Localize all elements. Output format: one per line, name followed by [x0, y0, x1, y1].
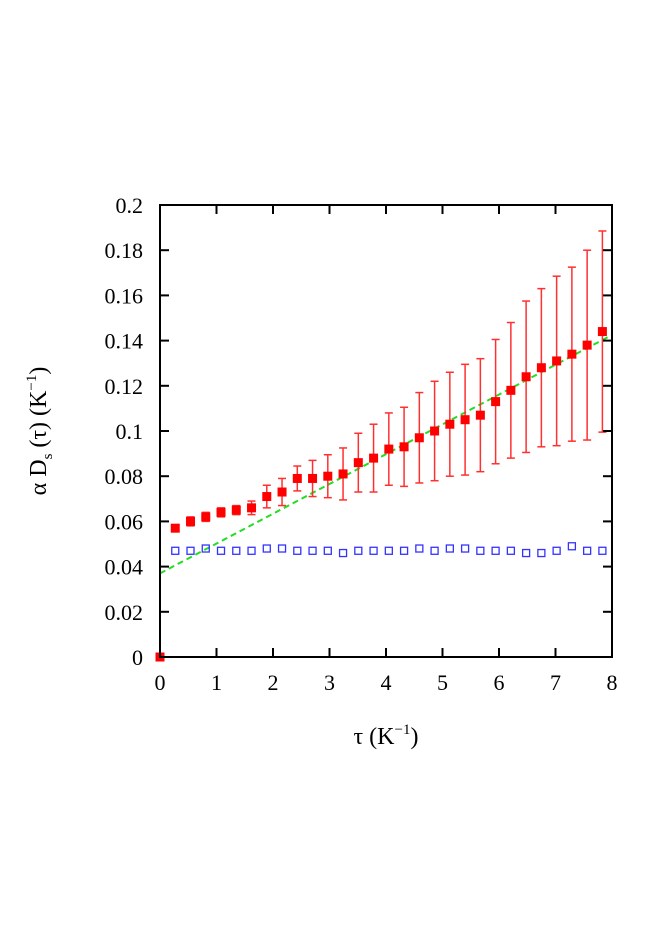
data-point-red	[353, 458, 363, 468]
data-point-blue	[521, 548, 531, 558]
data-point-blue	[171, 546, 180, 555]
data-point-blue	[201, 544, 210, 553]
y-tick-label: 0.18	[105, 238, 144, 263]
data-point-red	[247, 503, 257, 513]
y-tick-label: 0.2	[116, 193, 144, 218]
x-tick-label: 3	[324, 670, 335, 695]
y-tick-label: 0	[132, 645, 143, 670]
data-point-red	[582, 340, 592, 350]
data-point-red	[460, 415, 470, 425]
data-point-red	[445, 419, 455, 429]
data-point-red	[506, 385, 516, 395]
y-tick-label: 0.06	[105, 509, 144, 534]
data-point-red	[521, 372, 531, 382]
data-point-red	[536, 363, 546, 373]
x-axis-label: τ (K−1)	[354, 722, 419, 750]
data-point-blue	[552, 546, 561, 555]
data-point-blue	[308, 546, 317, 555]
data-point-blue	[506, 546, 516, 555]
data-point-red	[399, 442, 409, 452]
data-point-blue	[277, 544, 287, 553]
data-point-red	[323, 471, 333, 481]
y-tick-label: 0.02	[105, 600, 144, 625]
x-tick-label: 2	[268, 670, 279, 695]
data-point-blue	[247, 546, 256, 555]
data-point-red	[277, 487, 287, 497]
data-point-red	[308, 473, 318, 483]
data-point-red	[292, 473, 302, 483]
x-tick-label: 6	[494, 670, 505, 695]
data-point-blue	[537, 548, 546, 558]
data-point-blue	[384, 546, 393, 555]
data-point-red	[567, 349, 577, 359]
y-tick-label: 0.04	[105, 555, 144, 580]
data-point-blue	[186, 546, 195, 555]
data-point-red	[262, 492, 272, 502]
data-point-red	[338, 469, 348, 479]
data-point-blue	[323, 546, 332, 555]
data-point-blue	[476, 546, 485, 555]
data-point-blue	[338, 548, 348, 558]
fit-line	[159, 334, 613, 575]
tick-labels: 0 1 2 3 4 5 6 7 8 0 0.02 0.04 0.06 0.08 0.1 0.12 0.14 0.1…	[105, 193, 618, 695]
data-point-blue	[582, 546, 592, 555]
data-point-red	[231, 505, 241, 515]
data-point-blue	[232, 546, 241, 555]
data-point-red	[186, 516, 196, 526]
data-point-blue	[598, 546, 607, 555]
data-point-red	[430, 426, 440, 436]
x-tick-label: 0	[155, 670, 166, 695]
axes	[159, 204, 613, 658]
data-point-blue	[369, 546, 378, 555]
data-point-blue	[445, 544, 454, 553]
fit-line-layer	[159, 334, 613, 575]
data-marks-layer	[155, 230, 607, 662]
data-point-red	[414, 433, 424, 443]
y-axis-label: α Ds (τ) (K−1)	[24, 367, 56, 496]
data-point-blue	[216, 546, 226, 555]
data-point-blue	[262, 544, 271, 553]
data-point-blue	[415, 544, 424, 553]
data-point-red	[597, 327, 607, 337]
x-tick-label: 7	[550, 670, 561, 695]
data-point-red	[552, 356, 562, 366]
y-tick-label: 0.14	[105, 329, 144, 354]
plot-frame	[159, 204, 613, 658]
x-tick-label: 4	[381, 670, 392, 695]
data-point-red	[216, 507, 226, 517]
data-point-red	[384, 444, 394, 454]
data-point-blue	[491, 546, 500, 555]
x-tick-label: 1	[211, 670, 222, 695]
data-point-red	[170, 523, 180, 533]
data-point-blue	[430, 546, 439, 555]
data-point-blue	[567, 542, 577, 551]
data-point-red	[475, 410, 485, 420]
data-point-red	[369, 453, 379, 463]
x-tick-label: 5	[437, 670, 448, 695]
y-tick-label: 0.16	[105, 283, 144, 308]
data-point-blue	[399, 546, 409, 555]
y-tick-label: 0.12	[105, 374, 144, 399]
data-point-blue	[293, 546, 302, 555]
y-tick-label: 0.08	[105, 464, 144, 489]
data-point-red	[201, 512, 211, 522]
data-point-blue	[460, 544, 470, 553]
data-point-red	[491, 397, 501, 407]
data-point-blue	[354, 546, 363, 555]
x-tick-label: 8	[607, 670, 618, 695]
y-tick-label: 0.1	[116, 419, 144, 444]
